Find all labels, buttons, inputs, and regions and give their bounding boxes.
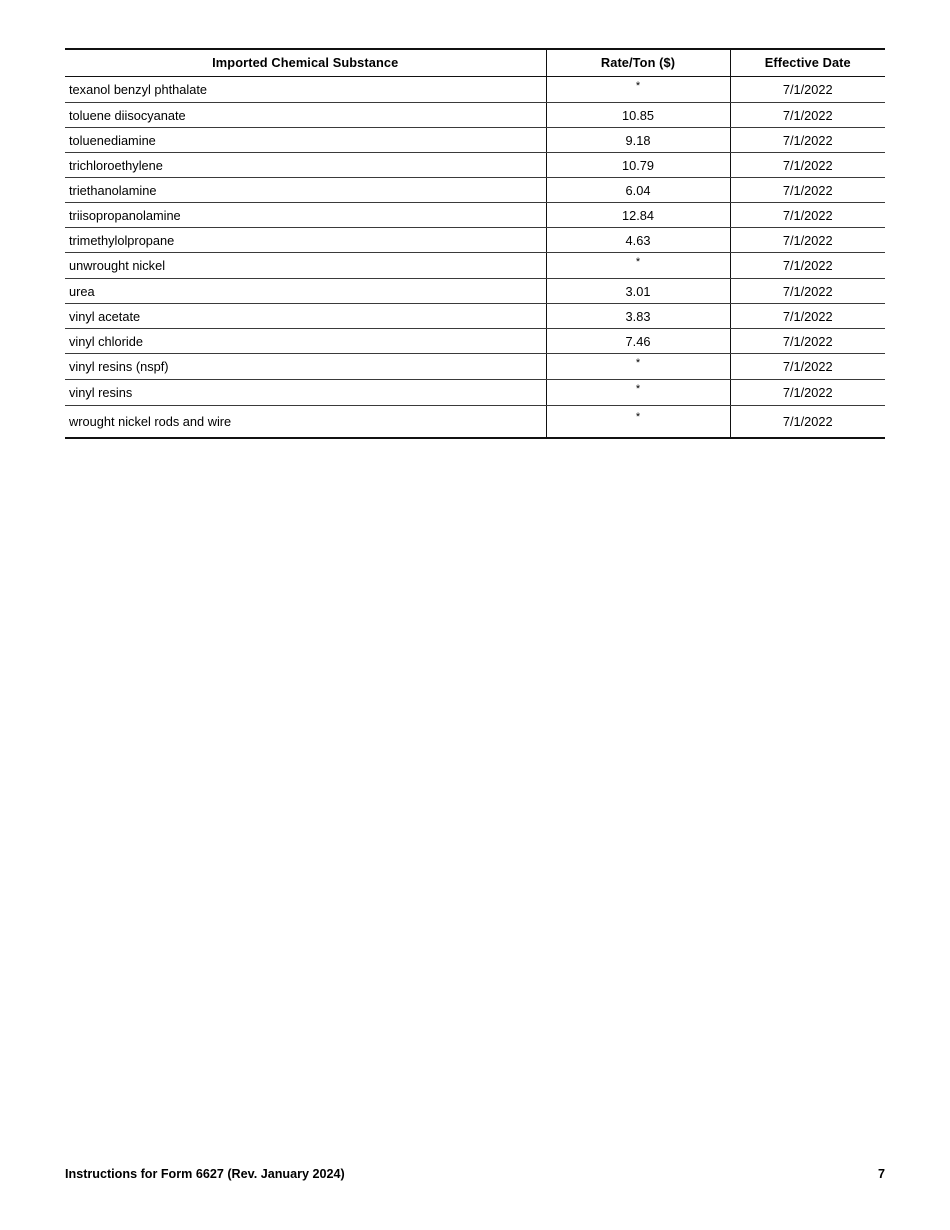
cell-substance: vinyl resins (nspf) bbox=[65, 353, 547, 380]
cell-substance: texanol benzyl phthalate bbox=[65, 76, 547, 103]
cell-substance: vinyl acetate bbox=[65, 303, 547, 329]
table-body: texanol benzyl phthalate * 7/1/2022 toluene… bbox=[65, 76, 885, 438]
cell-rate: 10.85 bbox=[546, 102, 731, 128]
cell-effective-date: 7/1/2022 bbox=[730, 102, 885, 128]
cell-effective-date: 7/1/2022 bbox=[730, 177, 885, 203]
footer-form-title: Instructions for Form 6627 (Rev. January… bbox=[65, 1167, 345, 1181]
asterisk-icon: * bbox=[635, 256, 641, 268]
cell-rate: 7.46 bbox=[546, 328, 731, 354]
table-row: vinyl acetate 3.83 7/1/2022 bbox=[65, 303, 885, 329]
table-header-row: Imported Chemical Substance Rate/Ton ($)… bbox=[65, 49, 885, 77]
cell-rate: 9.18 bbox=[546, 127, 731, 153]
cell-effective-date: 7/1/2022 bbox=[730, 328, 885, 354]
cell-rate-footnote-mark: * bbox=[546, 379, 731, 406]
cell-rate: 10.79 bbox=[546, 152, 731, 178]
table-row: vinyl resins * 7/1/2022 bbox=[65, 379, 885, 406]
cell-effective-date: 7/1/2022 bbox=[782, 413, 833, 429]
cell-rate: 12.84 bbox=[546, 202, 731, 228]
table-row: texanol benzyl phthalate * 7/1/2022 bbox=[65, 76, 885, 103]
cell-effective-date: 7/1/2022 bbox=[730, 127, 885, 153]
cell-rate-footnote-mark: * bbox=[546, 252, 731, 279]
asterisk-icon: * bbox=[635, 80, 641, 92]
column-header-rate: Rate/Ton ($) bbox=[546, 49, 731, 77]
cell-effective-date: 7/1/2022 bbox=[730, 303, 885, 329]
rate-table: Imported Chemical Substance Rate/Ton ($)… bbox=[65, 48, 885, 439]
cell-rate-footnote-mark: * bbox=[546, 405, 731, 438]
table-row: vinyl chloride 7.46 7/1/2022 bbox=[65, 328, 885, 354]
asterisk-icon: * bbox=[635, 357, 641, 369]
cell-rate-footnote-mark: * bbox=[546, 76, 731, 103]
table-row: trichloroethylene 10.79 7/1/2022 bbox=[65, 152, 885, 178]
cell-substance: vinyl chloride bbox=[65, 328, 547, 354]
cell-rate: 6.04 bbox=[546, 177, 731, 203]
cell-effective-date: 7/1/2022 bbox=[730, 76, 885, 103]
cell-substance: vinyl resins bbox=[65, 379, 547, 406]
cell-substance: toluenediamine bbox=[65, 127, 547, 153]
table-row: toluene diisocyanate 10.85 7/1/2022 bbox=[65, 102, 885, 128]
table-row: trimethylolpropane 4.63 7/1/2022 bbox=[65, 227, 885, 253]
table-row: wrought nickel rods and wire * 7/1/2022 bbox=[65, 405, 885, 438]
page-footer: Instructions for Form 6627 (Rev. January… bbox=[65, 1167, 885, 1181]
table-header: Imported Chemical Substance Rate/Ton ($)… bbox=[65, 49, 885, 77]
footer-page-number: 7 bbox=[877, 1167, 885, 1181]
column-header-substance: Imported Chemical Substance bbox=[65, 49, 547, 77]
cell-effective-date: 7/1/2022 bbox=[730, 379, 885, 406]
cell-substance: triethanolamine bbox=[65, 177, 547, 203]
imported-chemical-substance-table: Imported Chemical Substance Rate/Ton ($)… bbox=[65, 48, 885, 439]
table-row: triisopropanolamine 12.84 7/1/2022 bbox=[65, 202, 885, 228]
cell-substance: urea bbox=[65, 278, 547, 304]
asterisk-icon: * bbox=[635, 383, 641, 395]
cell-rate-footnote-mark: * bbox=[546, 353, 731, 380]
table-row: urea 3.01 7/1/2022 bbox=[65, 278, 885, 304]
cell-effective-date: 7/1/2022 bbox=[730, 202, 885, 228]
cell-effective-date: 7/1/2022 bbox=[730, 278, 885, 304]
cell-substance: triisopropanolamine bbox=[65, 202, 547, 228]
cell-substance: toluene diisocyanate bbox=[65, 102, 547, 128]
cell-effective-date: 7/1/2022 bbox=[730, 252, 885, 279]
cell-substance: trichloroethylene bbox=[65, 152, 547, 178]
table-row: toluenediamine 9.18 7/1/2022 bbox=[65, 127, 885, 153]
cell-rate: 4.63 bbox=[546, 227, 731, 253]
table-row: unwrought nickel * 7/1/2022 bbox=[65, 252, 885, 279]
cell-substance: trimethylolpropane bbox=[65, 227, 547, 253]
cell-substance: unwrought nickel bbox=[65, 252, 547, 279]
cell-effective-date: 7/1/2022 bbox=[730, 353, 885, 380]
cell-substance: wrought nickel rods and wire bbox=[65, 405, 547, 438]
column-header-effective-date: Effective Date bbox=[730, 49, 885, 77]
cell-effective-date: 7/1/2022 bbox=[730, 152, 885, 178]
table-row: vinyl resins (nspf) * 7/1/2022 bbox=[65, 353, 885, 380]
asterisk-icon: * bbox=[635, 411, 641, 423]
cell-rate: 3.83 bbox=[546, 303, 731, 329]
cell-effective-date: 7/1/2022 bbox=[730, 227, 885, 253]
table-row: triethanolamine 6.04 7/1/2022 bbox=[65, 177, 885, 203]
cell-rate: 3.01 bbox=[546, 278, 731, 304]
